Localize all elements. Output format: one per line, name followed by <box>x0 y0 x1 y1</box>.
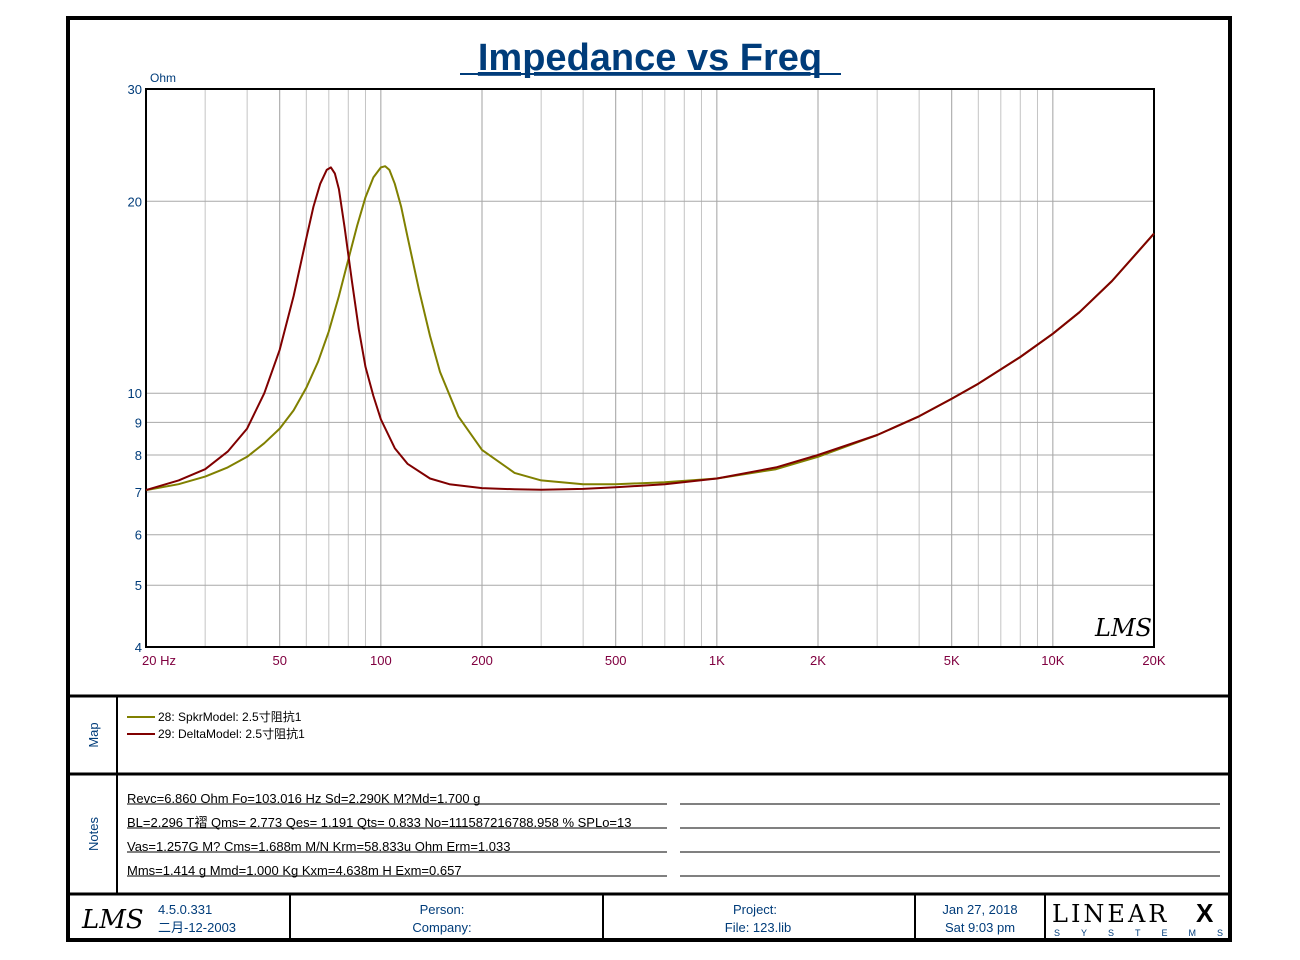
y-tick-label: 7 <box>135 485 142 500</box>
legend-entry-spkr: 28: SpkrModel: 2.5寸阻抗1 <box>158 709 302 724</box>
y-tick-label: 20 <box>128 194 142 209</box>
x-tick-label: 5K <box>944 653 960 668</box>
notes-line-1: Revc=6.860 Ohm Fo=103.016 Hz Sd=2.290K M… <box>127 791 480 806</box>
x-tick-label: 20K <box>1142 653 1165 668</box>
footer-dividers <box>289 894 1046 940</box>
footer-brand-linear: LINEAR <box>1052 900 1169 928</box>
x-tick-label: 2K <box>810 653 826 668</box>
y-unit-label: Ohm <box>150 71 176 85</box>
footer-company-label: Company: <box>412 920 471 935</box>
map-panel-label: Map <box>86 722 101 747</box>
notes-rules <box>127 803 1220 877</box>
y-tick-label: 10 <box>128 386 142 401</box>
notes-line-2: BL=2.296 T褶 Qms= 2.773 Qes= 1.191 Qts= 0… <box>127 815 631 830</box>
footer-lms-logo: LMS <box>81 905 144 935</box>
x-tick-label: 50 <box>272 653 286 668</box>
plot-border <box>145 88 1155 648</box>
notes-panel-label: Notes <box>86 817 101 851</box>
footer-brand-systems: SYSTEMS <box>1054 928 1244 938</box>
footer-time: Sat 9:03 pm <box>945 920 1015 935</box>
notes-line-4: Mms=1.414 g Mmd=1.000 Kg Kxm=4.638m H Ex… <box>127 863 462 878</box>
plot-background <box>146 89 1154 647</box>
y-tick-label: 30 <box>128 82 142 97</box>
x-tick-label: 200 <box>471 653 493 668</box>
x-tick-label: 20 Hz <box>142 653 176 668</box>
legend-entry-delta: 29: DeltaModel: 2.5寸阻抗1 <box>158 726 305 741</box>
y-tick-label: 6 <box>135 528 142 543</box>
footer-version: 4.5.0.331 <box>158 902 212 917</box>
footer-version-date: 二月-12-2003 <box>158 920 236 935</box>
plot-area: 20 Hz 50 100 200 500 1K 2K 5K 10K 20K 4 5 6 7 8 9 10 20 30 <box>128 82 1166 668</box>
x-tick-label: 500 <box>605 653 627 668</box>
y-tick-label: 4 <box>135 640 142 655</box>
footer-project-label: Project: <box>733 902 777 917</box>
x-tick-label: 10K <box>1041 653 1064 668</box>
plot-watermark-logo: LMS <box>1094 614 1152 642</box>
x-tick-label: 100 <box>370 653 392 668</box>
y-tick-label: 9 <box>135 415 142 430</box>
x-tick-label: 1K <box>709 653 725 668</box>
series-line-2 <box>145 166 1155 492</box>
footer-brand-x: X <box>1196 898 1214 928</box>
notes-line-3: Vas=1.257G M? Cms=1.688m M/N Krm=58.833u… <box>127 839 510 854</box>
footer-date: Jan 27, 2018 <box>942 902 1017 917</box>
y-tick-label: 8 <box>135 448 142 463</box>
y-tick-label: 5 <box>135 578 142 593</box>
chart-title: Impedance vs Freq <box>478 37 822 79</box>
footer-person-label: Person: <box>420 902 465 917</box>
footer-file-label: File: 123.lib <box>725 920 791 935</box>
